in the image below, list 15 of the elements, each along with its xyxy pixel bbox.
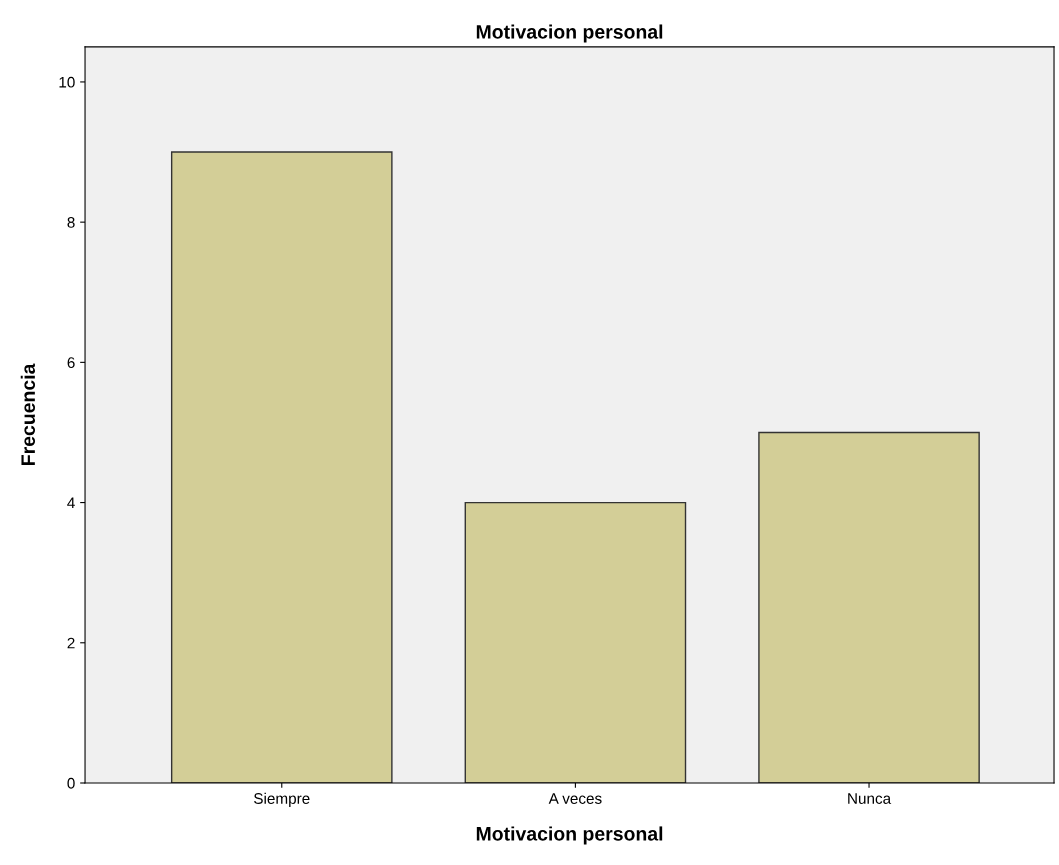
y-axis-title: Frecuencia [20,363,36,465]
y-tick-label: 0 [67,777,75,789]
y-tick-label: 10 [59,76,75,88]
y-tick-label: 6 [67,357,75,369]
x-tick-label: A veces [548,793,602,804]
y-tick-label: 4 [67,497,75,509]
x-tick-label: Nunca [848,793,892,804]
x-axis-title: Motivacion personal [476,826,663,845]
bar [758,431,980,783]
x-tick-label: Siempre [254,792,310,807]
y-tick-label: 8 [67,217,75,228]
y-tick-label: 2 [67,637,75,649]
bar [464,501,687,783]
chart-title: Motivacion personal [476,24,663,43]
bar [170,151,393,783]
